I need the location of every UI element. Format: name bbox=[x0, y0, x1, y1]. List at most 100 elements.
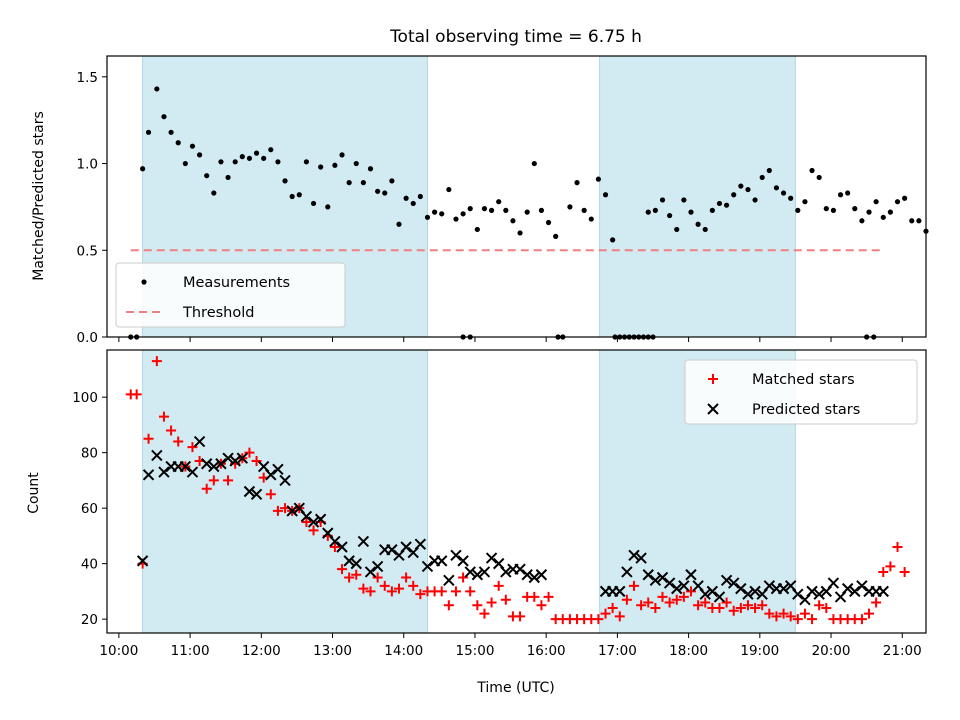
measurement-point bbox=[581, 207, 587, 213]
predicted-star-point bbox=[343, 555, 355, 567]
matched-star-point bbox=[764, 608, 775, 619]
measurement-point bbox=[553, 233, 559, 239]
measurement-point bbox=[738, 183, 744, 189]
measurement-point bbox=[318, 164, 324, 170]
measurement-point bbox=[709, 207, 715, 213]
predicted-star-point bbox=[728, 577, 740, 589]
y-tick-label: 40 bbox=[81, 557, 98, 573]
x-tick-label: 16:00 bbox=[527, 643, 566, 659]
legend-marker-predicted bbox=[707, 403, 719, 415]
predicted-star-point bbox=[414, 538, 427, 550]
legend-ratio: Measurements Threshold bbox=[115, 262, 346, 328]
matched-star-point bbox=[885, 561, 896, 572]
matched-star-point bbox=[693, 600, 704, 611]
matched-star-point bbox=[735, 603, 746, 614]
matched-star-point bbox=[728, 605, 739, 616]
matched-star-point bbox=[750, 603, 761, 614]
matched-star-point bbox=[244, 447, 255, 458]
predicted-star-point bbox=[735, 582, 747, 595]
legend-marker-matched bbox=[708, 374, 718, 384]
axes-frame bbox=[106, 349, 927, 634]
predicted-star-point bbox=[685, 569, 697, 581]
predicted-star-point bbox=[656, 571, 669, 584]
predicted-star-point bbox=[806, 585, 818, 598]
predicted-star-point bbox=[856, 580, 868, 592]
matched-star-point bbox=[344, 572, 355, 583]
measurement-point bbox=[446, 186, 452, 193]
matched-star-point bbox=[143, 433, 154, 444]
matched-star-point bbox=[493, 580, 504, 591]
predicted-star-point bbox=[236, 452, 249, 464]
predicted-star-point bbox=[336, 541, 348, 553]
predicted-star-point bbox=[792, 588, 804, 600]
matched-star-point bbox=[465, 586, 476, 597]
y-tick-label: 0.5 bbox=[77, 243, 98, 259]
measurement-point bbox=[232, 159, 238, 165]
measurement-point bbox=[588, 216, 594, 222]
measurement-point bbox=[759, 174, 765, 181]
measurement-point bbox=[367, 166, 374, 172]
x-tick-label: 21:00 bbox=[883, 643, 922, 659]
y-tick-label: 80 bbox=[81, 446, 98, 462]
predicted-star-point bbox=[777, 582, 790, 595]
measurement-point bbox=[716, 200, 723, 207]
predicted-star-point bbox=[357, 535, 370, 548]
predicted-star-point bbox=[279, 474, 291, 487]
predicted-star-point bbox=[229, 455, 241, 467]
measurement-point bbox=[859, 218, 865, 224]
matched-star-point bbox=[515, 611, 526, 622]
predicted-star-point bbox=[671, 582, 683, 595]
measurement-point bbox=[830, 207, 837, 213]
measurement-point bbox=[503, 207, 509, 213]
measurement-point bbox=[809, 167, 815, 174]
predicted-star-point bbox=[307, 516, 320, 528]
x-tick-label: 10:00 bbox=[99, 643, 138, 659]
matched-star-point bbox=[251, 455, 262, 466]
x-tick-label: 12:00 bbox=[242, 643, 281, 659]
measurement-point bbox=[496, 199, 502, 205]
measurement-point bbox=[175, 140, 181, 146]
matched-star-point bbox=[365, 586, 376, 597]
matched-star-point bbox=[714, 603, 725, 614]
measurement-point bbox=[296, 192, 302, 198]
matched-star-point bbox=[864, 608, 875, 619]
predicted-star-point bbox=[642, 569, 654, 581]
matched-star-point bbox=[393, 583, 404, 594]
matched-star-point bbox=[785, 611, 796, 622]
matched-star-point bbox=[621, 594, 632, 605]
measurement-point bbox=[467, 206, 473, 212]
predicted-star-point bbox=[841, 582, 854, 595]
matched-star-point bbox=[337, 564, 348, 575]
predicted-star-point bbox=[521, 569, 533, 581]
measurement-point bbox=[538, 207, 545, 213]
matched-star-point bbox=[329, 541, 340, 552]
matched-star-point bbox=[792, 614, 803, 625]
measurement-point bbox=[567, 204, 573, 210]
predicted-star-point bbox=[500, 566, 512, 578]
matched-star-point bbox=[472, 600, 483, 611]
matched-star-point bbox=[265, 489, 276, 500]
predicted-star-point bbox=[478, 566, 491, 578]
measurement-point bbox=[802, 199, 808, 205]
matched-star-point bbox=[856, 614, 867, 625]
matched-star-point bbox=[408, 580, 419, 591]
matched-star-point bbox=[458, 572, 469, 583]
measurement-point bbox=[211, 190, 217, 196]
matched-star-point bbox=[386, 586, 397, 597]
predicted-star-point bbox=[849, 585, 861, 598]
measurement-point bbox=[453, 216, 459, 222]
predicted-star-point bbox=[329, 535, 341, 548]
predicted-star-point bbox=[286, 505, 298, 517]
measurement-point bbox=[196, 152, 203, 158]
predicted-star-point bbox=[350, 557, 362, 570]
predicted-star-point bbox=[742, 588, 754, 600]
matched-star-point bbox=[543, 591, 554, 602]
measurement-point bbox=[225, 174, 231, 181]
predicted-star-point bbox=[179, 460, 192, 473]
measurement-point bbox=[339, 152, 345, 158]
axes-frame bbox=[106, 55, 927, 338]
matched-star-point bbox=[151, 356, 162, 367]
y-axis-label-count: Count bbox=[26, 472, 42, 514]
measurement-point bbox=[909, 218, 915, 224]
predicted-star-point bbox=[649, 574, 662, 586]
